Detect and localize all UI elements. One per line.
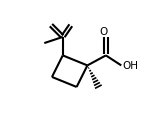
- Text: O: O: [99, 27, 108, 37]
- Text: OH: OH: [123, 61, 139, 71]
